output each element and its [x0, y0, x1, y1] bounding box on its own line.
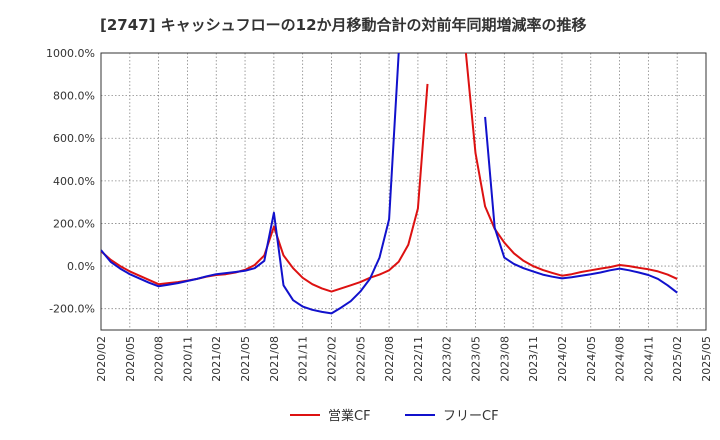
x-tick-label: 2023/11: [527, 336, 540, 382]
x-tick-label: 2020/02: [95, 336, 108, 382]
y-tick-label: 1000.0%: [46, 47, 95, 60]
x-tick-label: 2023/05: [470, 336, 483, 382]
y-tick-label: -200.0%: [49, 303, 95, 316]
x-tick-label: 2022/05: [354, 336, 367, 382]
legend-label: フリーCF: [443, 409, 499, 424]
x-tick-label: 2022/11: [412, 336, 425, 382]
x-tick-label: 2024/02: [556, 336, 569, 382]
chart-title: [2747] キャッシュフローの12か月移動合計の対前年同期増減率の推移: [100, 16, 587, 34]
x-tick-label: 2021/11: [297, 336, 310, 382]
x-tick-label: 2024/11: [642, 336, 655, 382]
y-tick-label: 0.0%: [67, 260, 95, 273]
legend-free-cf: フリーCF: [405, 409, 499, 424]
y-tick-label: 600.0%: [53, 132, 95, 145]
x-tick-label: 2020/11: [181, 336, 194, 382]
series-line-operating-cf: [464, 53, 678, 280]
x-tick-label: 2022/02: [325, 336, 338, 382]
x-tick-label: 2024/05: [585, 336, 598, 382]
x-tick-label: 2021/05: [239, 336, 252, 382]
plot-area: [101, 53, 706, 330]
legend-label: 営業CF: [328, 408, 371, 424]
x-tick-label: 2022/08: [383, 336, 396, 382]
x-tick-label: 2023/02: [441, 336, 454, 382]
legend-operating-cf: 営業CF: [290, 408, 371, 424]
x-tick-label: 2021/08: [268, 336, 281, 382]
x-tick-label: 2023/08: [498, 336, 511, 382]
y-tick-label: 800.0%: [53, 90, 95, 103]
x-tick-label: 2025/02: [671, 336, 684, 382]
y-tick-label: 400.0%: [53, 175, 95, 188]
x-tick-label: 2021/02: [210, 336, 223, 382]
series-line-free-cf: [484, 116, 678, 294]
x-tick-label: 2024/08: [614, 336, 627, 382]
x-tick-label: 2025/05: [700, 336, 713, 382]
plot-border: [100, 52, 707, 331]
series-line-operating-cf: [101, 83, 429, 293]
x-tick-label: 2020/05: [124, 336, 137, 382]
y-tick-label: 200.0%: [53, 217, 95, 230]
series-line-free-cf: [101, 53, 400, 315]
x-tick-label: 2020/08: [153, 336, 166, 382]
